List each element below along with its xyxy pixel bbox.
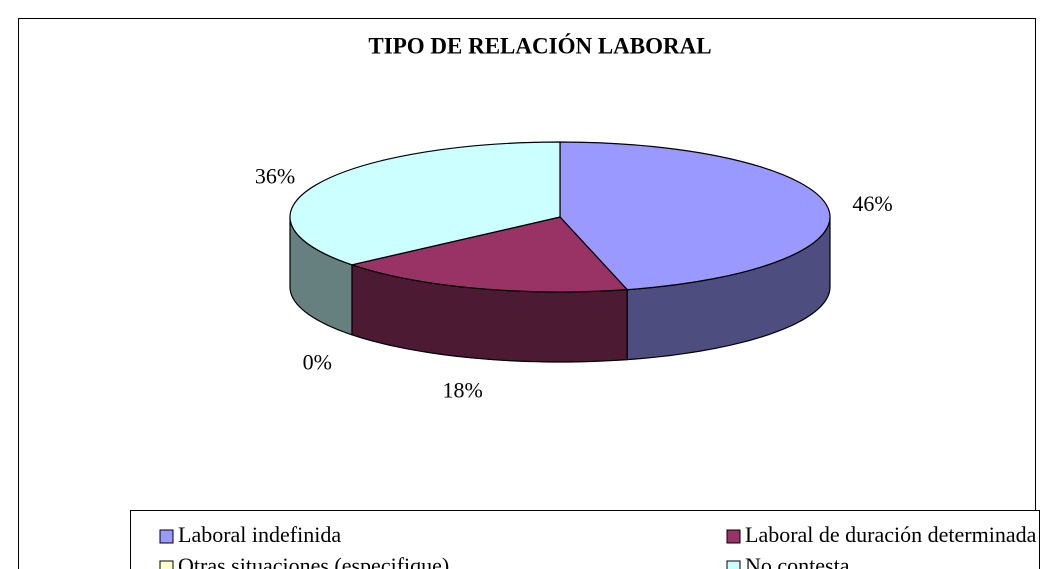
chart-title: TIPO DE RELACIÓN LABORAL — [368, 32, 711, 58]
pie-slice — [349, 216, 629, 293]
data-label: 18% — [442, 378, 482, 403]
legend-label: No contesta — [745, 553, 850, 569]
legend-swatch — [159, 529, 174, 544]
pie-slice — [289, 141, 561, 266]
legend-swatch — [726, 560, 741, 569]
data-label: 0% — [303, 349, 332, 374]
pie-slice — [559, 141, 831, 291]
legend-label: Otras situaciones (especifique) — [178, 553, 449, 569]
legend-swatch — [159, 560, 174, 569]
data-label: 36% — [255, 164, 295, 189]
legend-box — [130, 510, 1040, 569]
legend-label: Laboral de duración determinada — [745, 522, 1037, 547]
data-label: 46% — [852, 191, 892, 216]
legend-swatch — [726, 529, 741, 544]
legend-label: Laboral indefinida — [178, 522, 341, 547]
